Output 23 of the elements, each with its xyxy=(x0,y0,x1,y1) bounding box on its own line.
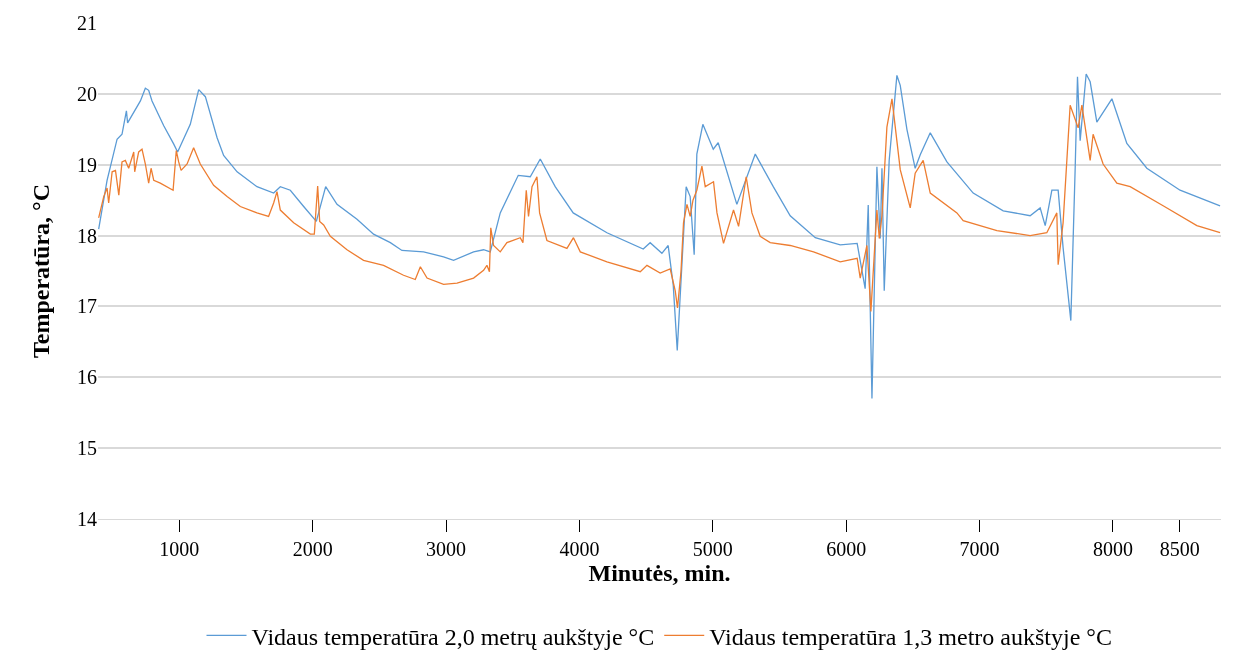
x-tick-label: 8500 xyxy=(1159,538,1200,560)
y-tick-label: 15 xyxy=(77,437,97,460)
x-tick-label: 1000 xyxy=(159,538,200,560)
x-tick-label: 2000 xyxy=(292,538,333,560)
y-tick-label: 14 xyxy=(77,508,97,530)
y-axis-title: Temperatūra, °C xyxy=(28,183,55,359)
x-tick-label: 4000 xyxy=(559,538,600,560)
y-tick-label: 16 xyxy=(77,366,97,389)
x-tick-label: 3000 xyxy=(426,538,467,560)
x-tick-label: 7000 xyxy=(959,538,1000,560)
line-series xyxy=(98,98,1221,313)
legend-label: Vidaus temperatūra 1,3 metro aukštyje °C xyxy=(709,623,1112,650)
x-tick-label: 5000 xyxy=(692,538,733,560)
y-tick-label: 20 xyxy=(77,82,97,105)
x-tick-label: 8000 xyxy=(1092,538,1133,560)
line-series xyxy=(98,73,1221,400)
y-tick-label: 19 xyxy=(77,153,97,176)
legend-label: Vidaus temperatūra 2,0 metrų aukštyje °C xyxy=(251,623,655,650)
x-tick-label: 6000 xyxy=(826,538,867,560)
y-tick-label: 21 xyxy=(77,12,97,34)
y-tick-label: 18 xyxy=(77,224,97,247)
y-tick-label: 17 xyxy=(77,295,97,318)
x-axis-title: Minutės, min. xyxy=(588,560,731,586)
